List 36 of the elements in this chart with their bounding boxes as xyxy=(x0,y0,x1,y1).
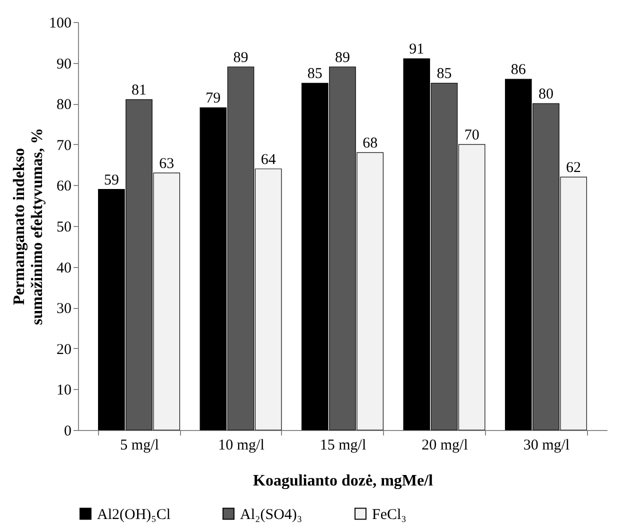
data-label: 91 xyxy=(409,42,424,58)
data-label: 68 xyxy=(362,136,378,152)
y-tick-label: 100 xyxy=(49,16,72,32)
y-tick-label: 0 xyxy=(64,424,72,440)
y-axis-title: Permanganato indekso sumažinimo efektyvumas, % xyxy=(11,128,46,325)
data-label: 59 xyxy=(104,172,119,188)
data-label: 70 xyxy=(464,127,480,144)
y-tick-label: 40 xyxy=(56,260,72,276)
x-tick-label: 10 mg/l xyxy=(218,438,264,454)
data-label: 81 xyxy=(132,82,147,99)
data-label: 64 xyxy=(260,152,276,168)
x-tick-label: 5 mg/l xyxy=(120,438,159,454)
y-tick-label: 70 xyxy=(56,138,72,154)
x-axis-title: Koagulianto dozė, mgMe/l xyxy=(253,472,434,490)
data-label: 86 xyxy=(510,62,526,78)
x-tick-label: 20 mg/l xyxy=(422,438,468,454)
y-tick-label: 80 xyxy=(56,97,72,114)
y-tick-label: 90 xyxy=(56,56,72,72)
data-label: 85 xyxy=(436,66,452,82)
data-label: 63 xyxy=(159,156,174,172)
legend-label: Al2(OH)₅Cl xyxy=(97,506,171,523)
x-tick-label: 15 mg/l xyxy=(320,438,366,454)
y-tick-label: 50 xyxy=(56,220,72,236)
y-tick-label: 30 xyxy=(56,301,72,318)
y-tick-label: 20 xyxy=(56,342,72,358)
data-label: 79 xyxy=(206,90,221,107)
legend-label: Al₂(SO4)₃ xyxy=(240,506,302,523)
y-tick-label: 10 xyxy=(56,382,72,399)
data-label: 85 xyxy=(307,66,322,82)
legend-label: FeCl₃ xyxy=(372,506,406,523)
data-label: 89 xyxy=(233,50,248,66)
y-tick-label: 60 xyxy=(56,178,72,195)
data-label: 62 xyxy=(566,160,582,176)
data-label: 89 xyxy=(335,50,350,66)
x-tick-label: 30 mg/l xyxy=(523,438,570,454)
data-label: 80 xyxy=(538,86,554,103)
